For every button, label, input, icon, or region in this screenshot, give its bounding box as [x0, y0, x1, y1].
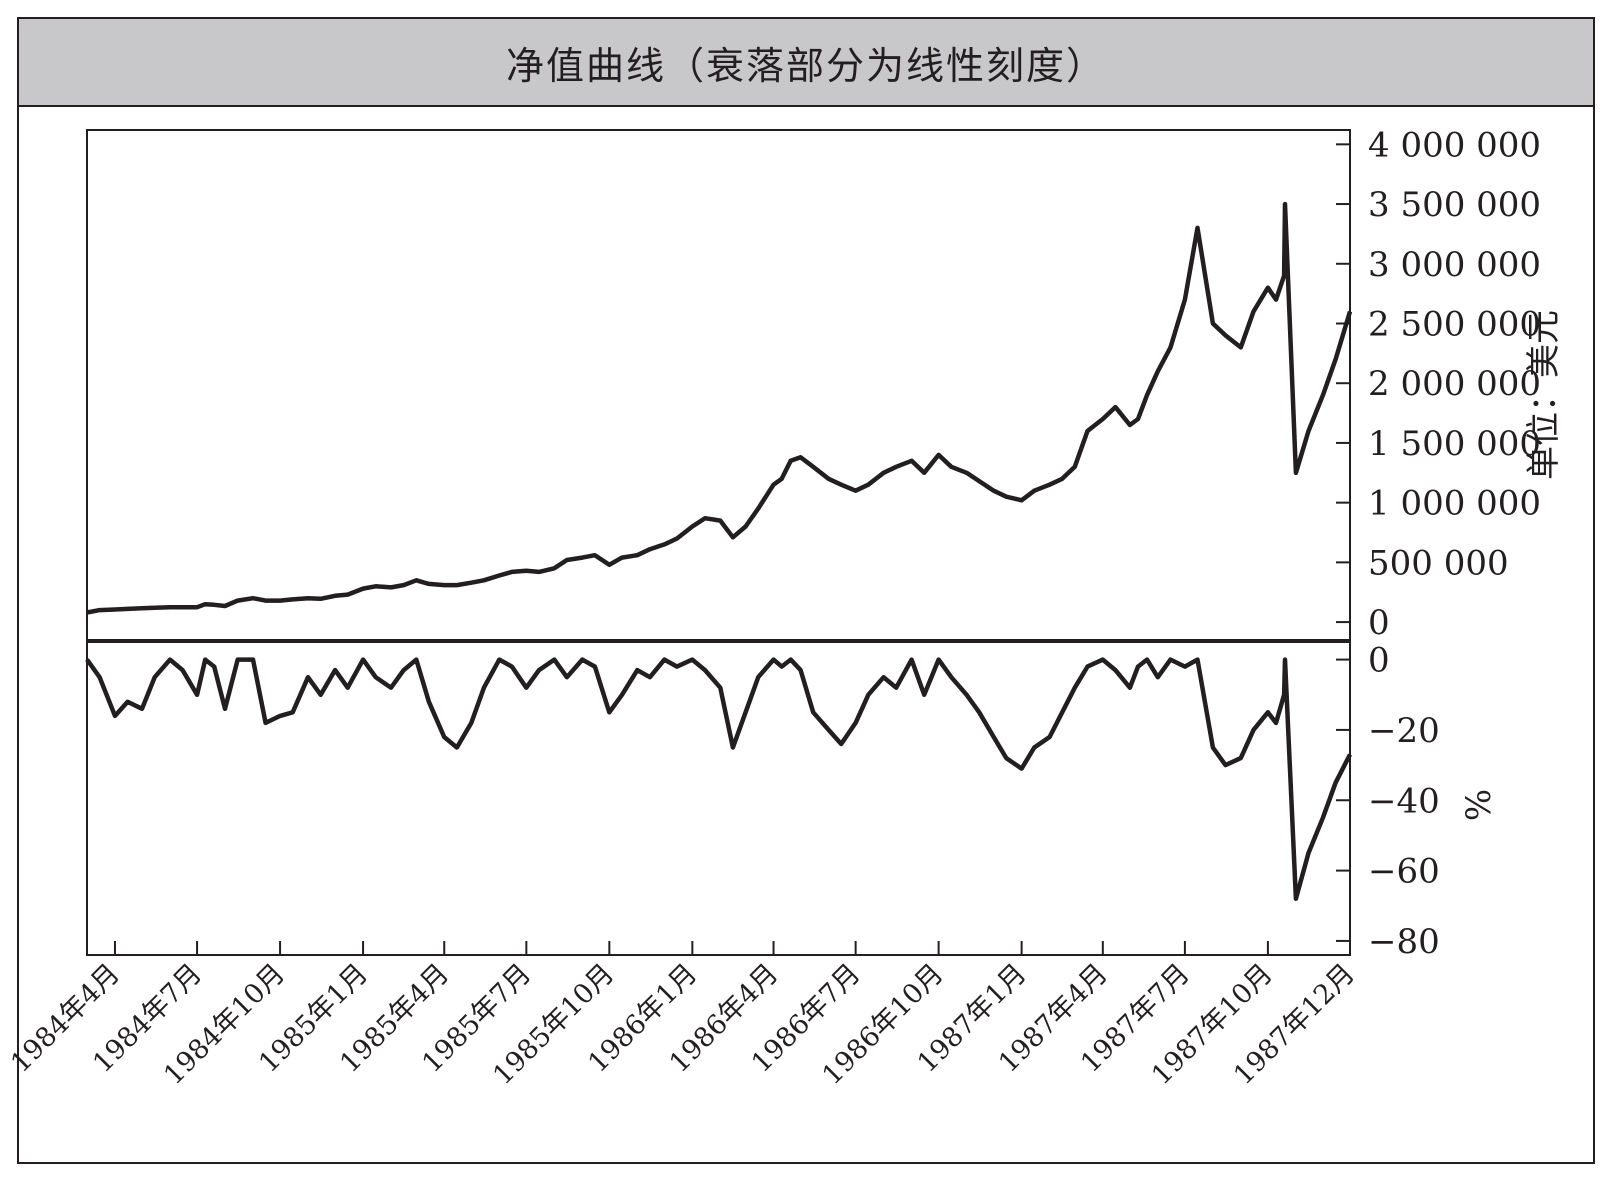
equity-y-tick-label: 2 500 000: [1368, 304, 1541, 344]
drawdown-y-tick-label: 0: [1368, 641, 1390, 681]
equity-y-tick-label: 3 000 000: [1368, 245, 1541, 285]
equity-y-tick-label: 4 000 000: [1368, 125, 1541, 165]
chart-title: 净值曲线（衰落部分为线性刻度）: [505, 43, 1106, 88]
drawdown-y-tick-label: −80: [1368, 922, 1440, 962]
series-lines: [85, 201, 1353, 901]
drawdown-y-tick-label: −40: [1368, 781, 1440, 821]
drawdown-panel: [86, 641, 1351, 956]
equity-panel: [86, 129, 1351, 641]
chart-frame: 净值曲线（衰落部分为线性刻度）: [17, 17, 1595, 1164]
drawdown-y-axis-label: %: [1459, 789, 1499, 821]
drawdown-y-tick-label: −20: [1368, 711, 1440, 751]
equity-y-tick-label: 0: [1368, 603, 1390, 643]
equity-y-tick-label: 2 000 000: [1368, 364, 1541, 404]
axis-ticks: [113, 143, 1351, 955]
y-tick-labels: 0 500 000 1 000 000 1 500 000 2 000 000 2 500…: [1368, 125, 1541, 962]
equity-y-axis-label: 单位：美元: [1524, 310, 1564, 480]
equity-y-tick-label: 1 500 000: [1368, 424, 1541, 464]
drawdown-series-line: [85, 657, 1353, 901]
x-tick-labels: 1984年4月1984年7月1984年10月1985年1月1985年4月1985…: [5, 958, 1361, 1091]
drawdown-y-tick-label: −60: [1368, 852, 1440, 892]
chart-header: 净值曲线（衰落部分为线性刻度）: [19, 19, 1593, 107]
equity-y-tick-label: 1 000 000: [1368, 484, 1541, 524]
equity-series-line: [86, 201, 1353, 615]
plot-panels: [86, 129, 1351, 956]
equity-y-tick-label: 3 500 000: [1368, 185, 1541, 225]
equity-y-tick-label: 500 000: [1368, 543, 1509, 583]
